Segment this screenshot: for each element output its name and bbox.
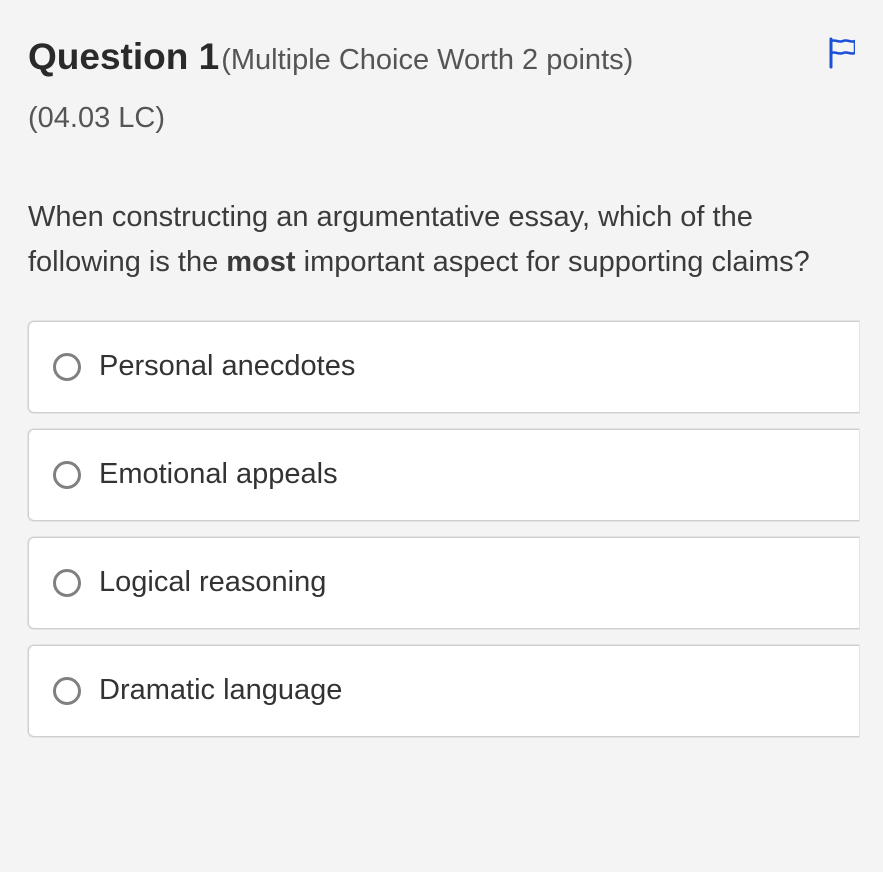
option-label: Emotional appeals bbox=[99, 458, 338, 491]
radio-icon bbox=[53, 569, 81, 597]
radio-icon bbox=[53, 353, 81, 381]
option-b[interactable]: Emotional appeals bbox=[28, 429, 859, 521]
option-d[interactable]: Dramatic language bbox=[28, 645, 859, 737]
options-list: Personal anecdotes Emotional appeals Log… bbox=[28, 321, 855, 737]
prompt-text-bold: most bbox=[226, 246, 295, 278]
module-code: (04.03 LC) bbox=[28, 102, 855, 135]
question-prompt: When constructing an argumentative essay… bbox=[28, 195, 855, 285]
radio-icon bbox=[53, 461, 81, 489]
radio-icon bbox=[53, 677, 81, 705]
question-container: Question 1 (Multiple Choice Worth 2 poin… bbox=[0, 0, 883, 765]
prompt-text-after: important aspect for supporting claims? bbox=[296, 246, 810, 278]
question-meta: (Multiple Choice Worth 2 points) bbox=[221, 44, 633, 77]
option-label: Logical reasoning bbox=[99, 566, 326, 599]
option-label: Dramatic language bbox=[99, 674, 342, 707]
question-header: Question 1 (Multiple Choice Worth 2 poin… bbox=[28, 36, 855, 78]
question-number: Question 1 bbox=[28, 36, 219, 78]
question-title-block: Question 1 (Multiple Choice Worth 2 poin… bbox=[28, 36, 633, 78]
option-c[interactable]: Logical reasoning bbox=[28, 537, 859, 629]
option-label: Personal anecdotes bbox=[99, 350, 355, 383]
flag-icon[interactable] bbox=[829, 37, 855, 74]
option-a[interactable]: Personal anecdotes bbox=[28, 321, 859, 413]
